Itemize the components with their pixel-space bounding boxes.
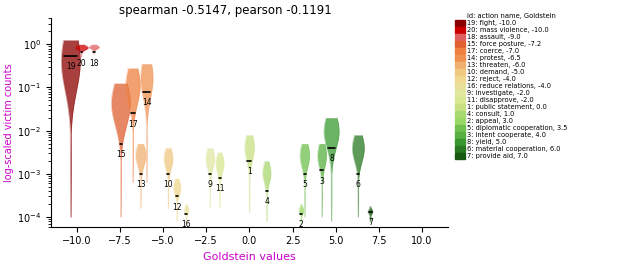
- Legend: id: action name, Goldstein, 19: fight, -10.0, 20: mass violence, -10.0, 18: assa: id: action name, Goldstein, 19: fight, -…: [455, 13, 568, 159]
- Y-axis label: log-scaled victim counts: log-scaled victim counts: [4, 63, 14, 182]
- Text: 9: 9: [207, 180, 212, 189]
- Text: 2: 2: [299, 220, 303, 229]
- X-axis label: Goldstein values: Goldstein values: [203, 252, 296, 262]
- Text: 5: 5: [302, 180, 307, 189]
- Title: spearman -0.5147, pearson -0.1191: spearman -0.5147, pearson -0.1191: [119, 4, 332, 17]
- Text: 8: 8: [329, 154, 334, 163]
- Text: 18: 18: [90, 59, 99, 68]
- Text: 1: 1: [247, 167, 252, 176]
- Text: 20: 20: [77, 59, 86, 68]
- Text: 11: 11: [215, 184, 225, 193]
- Text: 12: 12: [172, 202, 182, 211]
- Text: 19: 19: [66, 62, 76, 71]
- Text: 17: 17: [128, 120, 138, 129]
- Text: 6: 6: [356, 180, 361, 189]
- Text: 4: 4: [264, 197, 269, 206]
- Text: 16: 16: [182, 220, 191, 229]
- Text: 3: 3: [319, 177, 324, 186]
- Text: 10: 10: [163, 180, 173, 189]
- Text: 14: 14: [142, 98, 152, 107]
- Text: 15: 15: [116, 150, 125, 159]
- Text: 7: 7: [368, 218, 372, 227]
- Text: 13: 13: [136, 180, 145, 189]
